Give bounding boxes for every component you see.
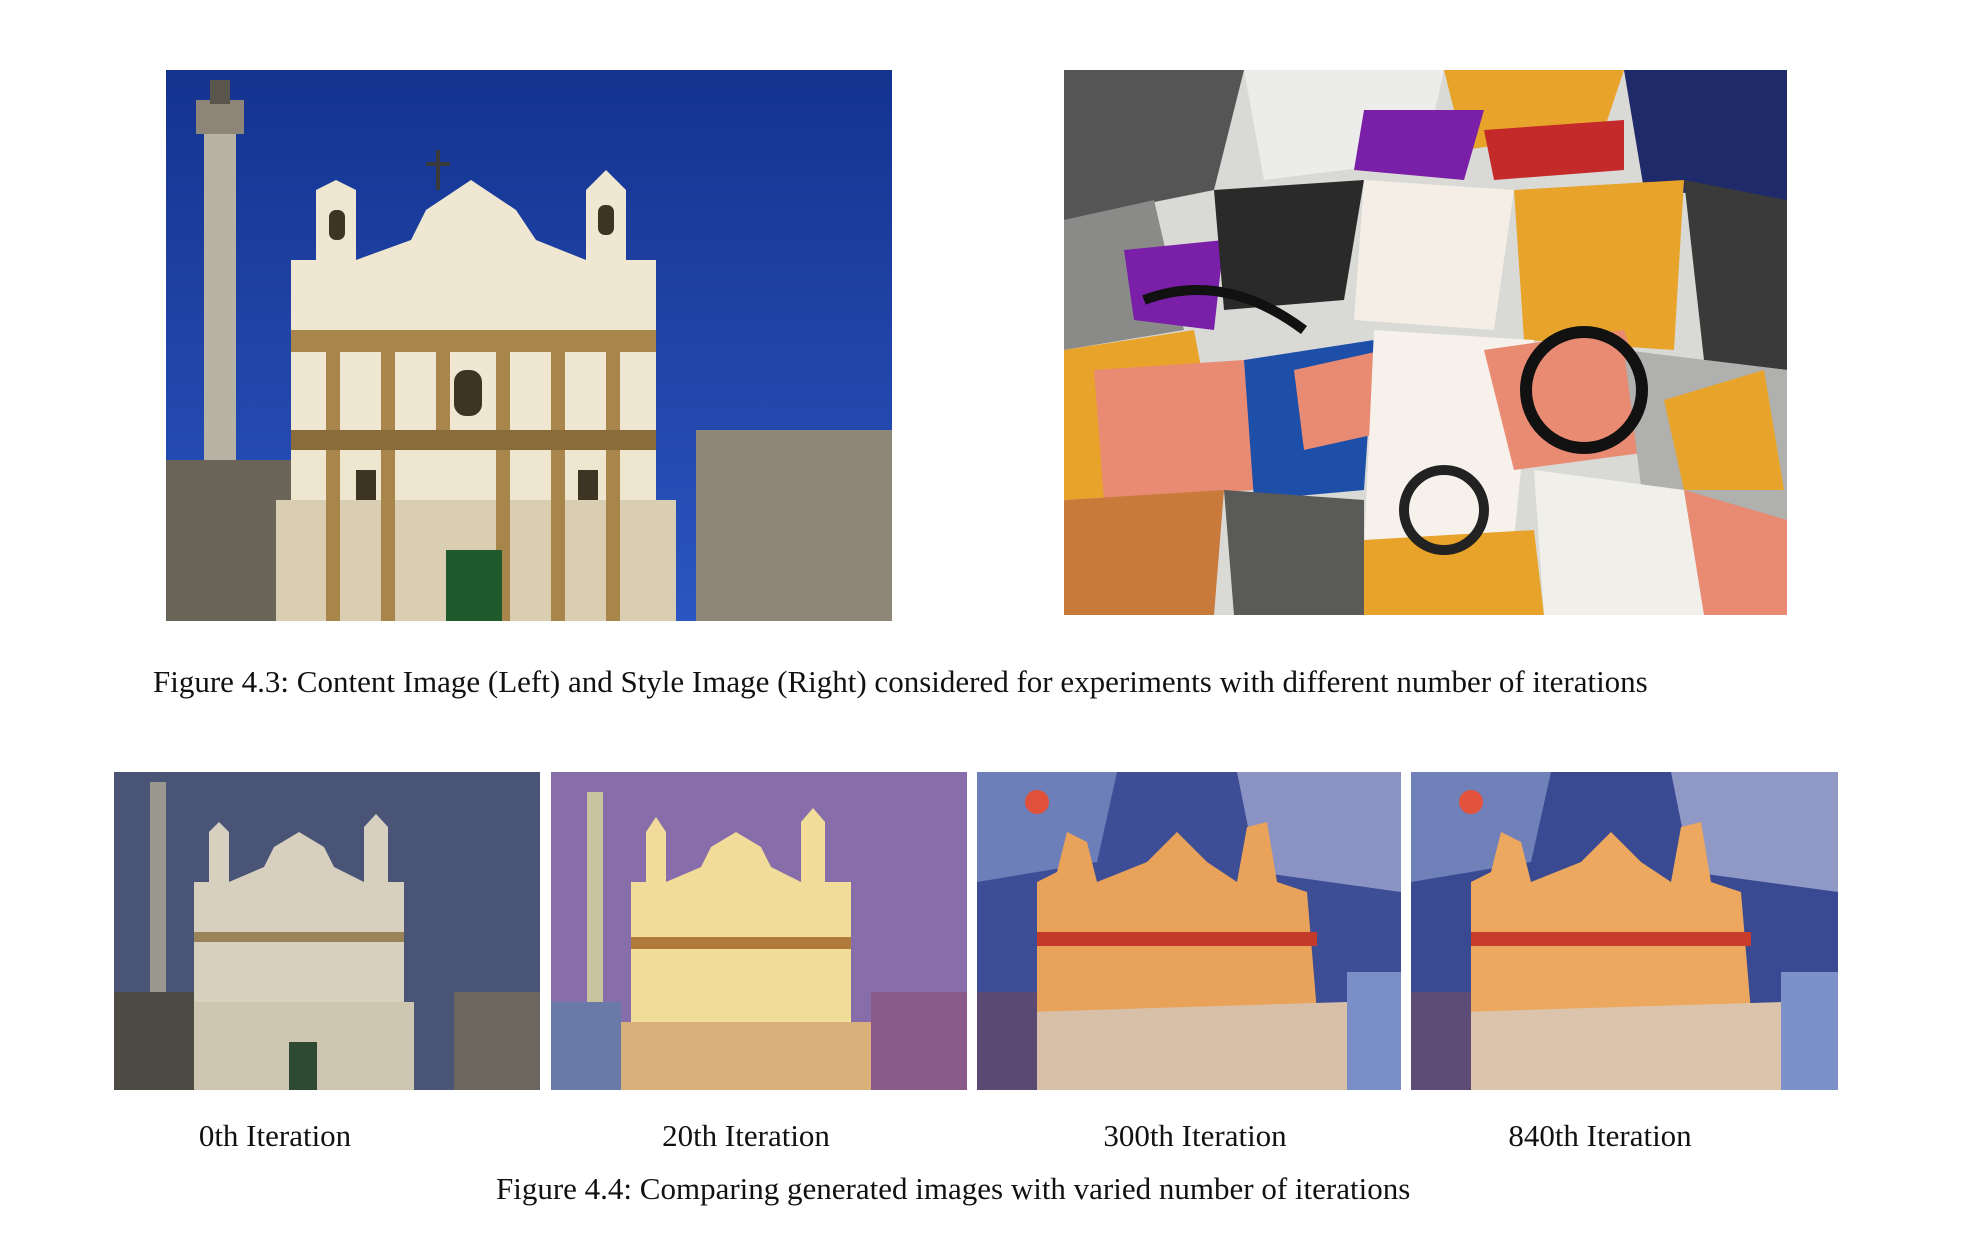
figure-4-3-caption: Figure 4.3: Content Image (Left) and Sty… bbox=[153, 664, 1648, 699]
generated-image-20th-iteration bbox=[551, 772, 967, 1090]
generated-image-0th-iteration bbox=[114, 772, 540, 1090]
figure-4-4-caption: Figure 4.4: Comparing generated images w… bbox=[496, 1171, 1411, 1206]
iteration-label-300: 300th Iteration bbox=[1103, 1118, 1287, 1153]
iteration-label-0: 0th Iteration bbox=[198, 1118, 352, 1153]
style-image bbox=[1064, 70, 1787, 615]
content-image bbox=[166, 70, 892, 621]
iteration-label-840: 840th Iteration bbox=[1508, 1118, 1692, 1153]
iteration-label-20: 20th Iteration bbox=[662, 1118, 830, 1153]
generated-image-300th-iteration bbox=[977, 772, 1401, 1090]
generated-image-840th-iteration bbox=[1411, 772, 1838, 1090]
